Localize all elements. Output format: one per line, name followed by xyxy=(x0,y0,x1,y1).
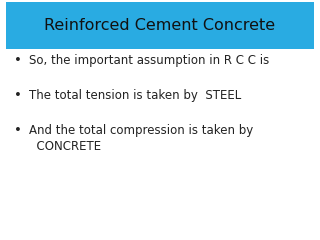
Text: And the total compression is taken by
  CONCRETE: And the total compression is taken by CO… xyxy=(29,124,253,153)
Text: •: • xyxy=(14,89,21,102)
Text: Reinforced Cement Concrete: Reinforced Cement Concrete xyxy=(44,18,276,33)
Text: •: • xyxy=(14,124,21,137)
FancyBboxPatch shape xyxy=(6,2,314,49)
Text: •: • xyxy=(14,54,21,67)
Text: So, the important assumption in R C C is: So, the important assumption in R C C is xyxy=(29,54,269,67)
Text: The total tension is taken by  STEEL: The total tension is taken by STEEL xyxy=(29,89,241,102)
